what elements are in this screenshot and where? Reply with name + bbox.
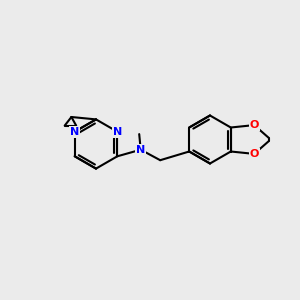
Text: N: N: [70, 127, 79, 137]
Text: O: O: [250, 149, 259, 159]
Text: N: N: [136, 145, 145, 155]
Text: O: O: [250, 120, 259, 130]
Text: N: N: [113, 127, 122, 137]
